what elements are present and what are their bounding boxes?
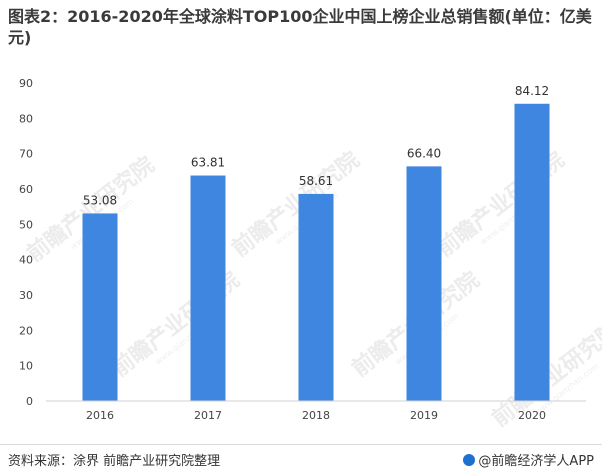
- x-axis: 2016 2017 2018 2019 2020: [46, 400, 586, 422]
- y-tick-label: 30: [19, 289, 33, 302]
- source-note: 资料来源：涂界 前瞻产业研究院整理: [8, 454, 221, 469]
- y-tick-label: 90: [19, 77, 33, 90]
- brand-logo-icon: [463, 454, 476, 466]
- y-tick-label: 0: [26, 395, 33, 408]
- y-tick-label: 10: [19, 360, 33, 373]
- data-label: 66.40: [407, 146, 441, 160]
- y-tick-label: 40: [19, 254, 33, 267]
- y-tick-label: 70: [19, 148, 33, 161]
- y-tick-label: 80: [19, 112, 33, 125]
- x-tick-label: 2016: [86, 409, 114, 422]
- data-label: 63.81: [191, 156, 225, 170]
- y-tick-label: 50: [19, 218, 33, 231]
- bar: [82, 213, 118, 401]
- bar: [298, 193, 334, 401]
- brand-text: @前瞻经济学人APP: [478, 454, 594, 469]
- x-tick-label: 2020: [518, 409, 546, 422]
- chart-title: 图表2：2016-2020年全球涂料TOP100企业中国上榜企业总销售额(单位：…: [8, 7, 592, 47]
- x-tick-label: 2019: [410, 409, 438, 422]
- bars: 53.08 63.81 58.61 66.40 84.12: [82, 84, 550, 401]
- data-label: 84.12: [515, 84, 549, 98]
- footer: 资料来源：涂界 前瞻产业研究院整理 @前瞻经济学人APP: [0, 444, 602, 475]
- brand-credit: @前瞻经济学人APP: [463, 450, 594, 469]
- data-label: 53.08: [83, 193, 117, 207]
- x-tick-label: 2017: [194, 409, 222, 422]
- y-tick-label: 60: [19, 183, 33, 196]
- bar: [190, 175, 226, 401]
- bar: [514, 103, 550, 401]
- data-label: 58.61: [299, 174, 333, 188]
- watermark-text: 前瞻产业研究院: [227, 147, 364, 262]
- bar: [406, 166, 442, 401]
- y-tick-label: 20: [19, 324, 33, 337]
- y-axis: 0 10 20 30 40 50 60 70 80 90: [19, 77, 33, 408]
- x-tick-label: 2018: [302, 409, 330, 422]
